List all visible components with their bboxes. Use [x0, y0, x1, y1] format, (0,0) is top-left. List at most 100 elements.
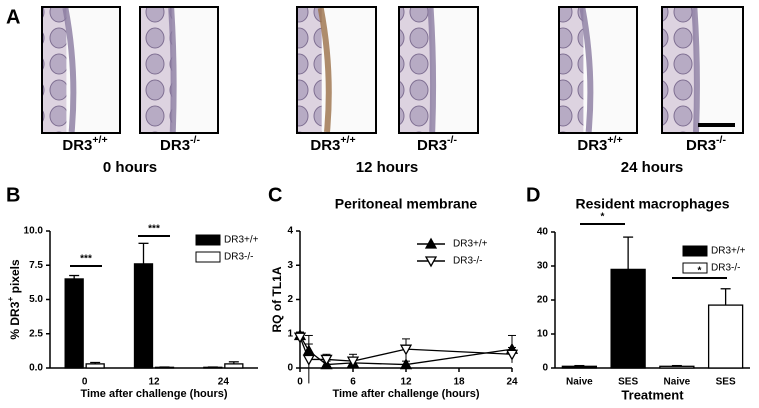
y-tick-label: 40 [537, 227, 549, 238]
bar [659, 365, 695, 369]
y-tick-label: 20 [537, 295, 549, 306]
y-axis-label: % DR3+ pixels [5, 259, 22, 340]
bar [610, 268, 646, 369]
image-caption-part: DR3 [160, 137, 190, 154]
tissue [43, 8, 67, 132]
legend-label: DR3-/- [711, 263, 740, 274]
x-tick-label: SES [716, 377, 736, 388]
point [505, 349, 519, 361]
x-axis-label: Time after challenge (hours) [80, 388, 227, 400]
chart-title: Resident macrophages [575, 196, 729, 212]
panel-label: C [268, 184, 282, 206]
point [399, 344, 413, 356]
significance-label: *** [148, 224, 160, 235]
y-tick-label: 10.0 [24, 226, 44, 237]
point [293, 332, 307, 344]
membrane [168, 7, 177, 133]
bar [64, 278, 84, 369]
point [346, 356, 360, 368]
y-tick-label: 5.0 [29, 294, 43, 305]
y-tick-label: 0.0 [29, 363, 43, 374]
x-axis-label: Treatment [621, 387, 684, 402]
y-tick-label: 10 [537, 329, 549, 340]
bar [707, 304, 744, 369]
significance-label: * [698, 266, 702, 277]
panel-label: B [6, 184, 20, 206]
time-label: 24 hours [621, 159, 684, 176]
chart-title: Peritoneal membrane [335, 196, 478, 212]
legend-label: DR3+/+ [224, 235, 259, 246]
point [320, 354, 333, 366]
membrane [691, 7, 700, 133]
legend-label: DR3-/- [453, 256, 482, 267]
image-caption-part: -/- [190, 134, 200, 146]
x-tick-label: 6 [350, 377, 356, 388]
tissue [400, 8, 432, 132]
bar [85, 363, 105, 369]
histology-panel [41, 6, 744, 134]
time-label: 12 hours [356, 159, 419, 176]
legend-swatch [195, 251, 221, 263]
tissue [560, 8, 584, 132]
y-axis-label-part: % DR3 [8, 301, 22, 339]
legend-label: DR3-/- [224, 252, 253, 263]
legend-swatch [195, 234, 221, 246]
x-tick-label: 18 [453, 377, 465, 388]
image-caption-part: -/- [447, 134, 457, 146]
membrane [579, 7, 594, 133]
bar [154, 366, 175, 369]
y-axis-label-part: pixels [8, 259, 22, 297]
image-frame [398, 6, 479, 134]
y-tick-label: 30 [537, 261, 549, 272]
tissue [298, 8, 322, 132]
y-tick-label: 0 [542, 363, 548, 374]
tissue [141, 8, 173, 132]
panel-label: D [526, 184, 540, 206]
membrane [427, 7, 437, 133]
x-tick-label: 24 [218, 377, 230, 388]
y-tick-label: 7.5 [29, 260, 43, 271]
y-tick-label: 2.5 [29, 328, 43, 339]
y-axis-label: RQ of TL1A [270, 266, 284, 332]
x-tick-label: 0 [82, 377, 88, 388]
image-caption: DR3+/+ [62, 134, 107, 154]
significance-label: * [601, 212, 605, 223]
legend-label: DR3+/+ [711, 246, 746, 257]
image-caption: DR3+/+ [577, 134, 622, 154]
image-caption-part: -/- [716, 134, 726, 146]
image-caption-part: DR3 [62, 137, 92, 154]
point [399, 358, 413, 370]
bar [224, 363, 244, 369]
image-caption-part: DR3 [686, 137, 716, 154]
image-caption: DR3-/- [417, 134, 457, 154]
legend-marker [424, 237, 438, 249]
image-frame [558, 6, 638, 134]
point [302, 354, 315, 366]
bar [203, 366, 223, 369]
image-frame [296, 6, 377, 134]
image-caption-part: +/+ [340, 134, 355, 146]
legend-swatch [682, 262, 708, 274]
legend-label: DR3+/+ [453, 239, 488, 250]
panel-label: A [6, 6, 20, 28]
tissue [663, 8, 696, 132]
y-tick-label: 2 [287, 294, 293, 305]
x-tick-label: Naive [566, 377, 593, 388]
x-tick-label: 12 [148, 377, 160, 388]
bar [133, 263, 154, 369]
image-caption-part: DR3 [417, 137, 447, 154]
image-frame [41, 6, 121, 134]
image-caption-part: +/+ [607, 134, 622, 146]
x-tick-label: Naive [664, 377, 691, 388]
membrane [62, 7, 77, 133]
image-caption-part: +/+ [92, 134, 107, 146]
scale-bar [698, 123, 735, 127]
y-tick-label: 0 [287, 363, 293, 374]
time-label: 0 hours [103, 159, 157, 176]
image-caption-part: DR3 [577, 137, 607, 154]
y-tick-label: 3 [287, 260, 293, 271]
image-frame [139, 6, 219, 134]
membrane [317, 7, 332, 133]
x-tick-label: 0 [297, 377, 303, 388]
